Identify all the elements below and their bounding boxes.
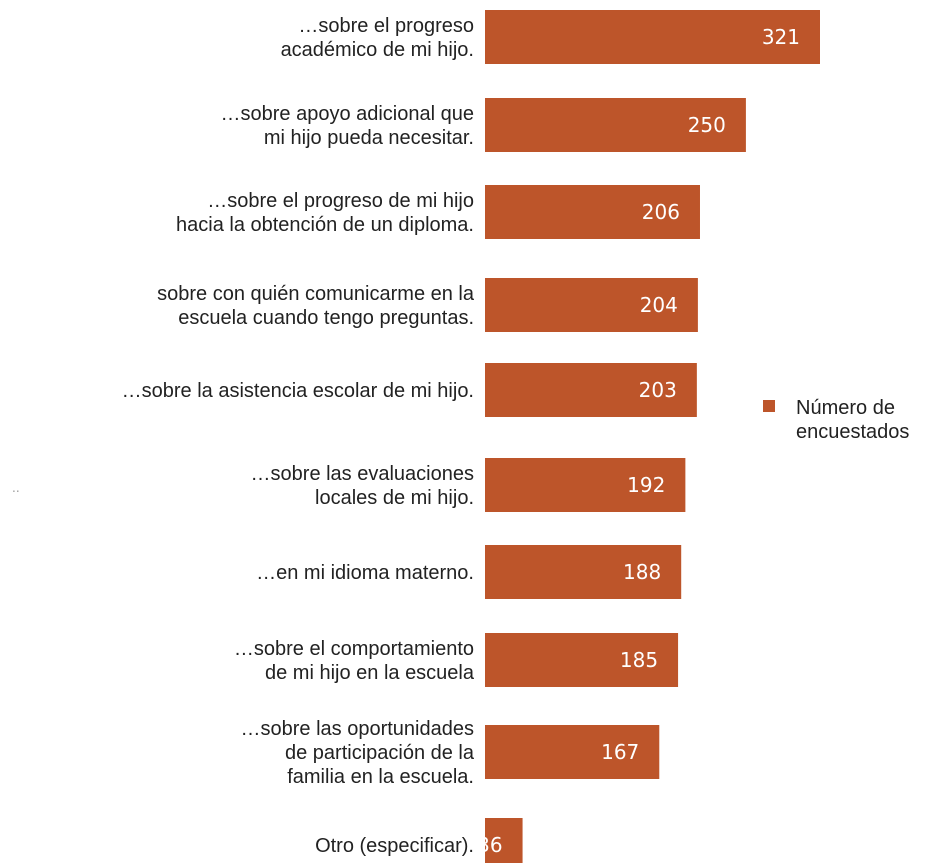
category-label: de mi hijo en la escuela (265, 662, 475, 684)
bar (485, 633, 679, 687)
data-label: 321 (762, 25, 800, 49)
category-label: de participación de la (285, 742, 475, 764)
legend-label: encuestados (796, 421, 909, 443)
category-label: mi hijo pueda necesitar. (264, 127, 474, 149)
data-label: 188 (623, 560, 661, 584)
category-label: …sobre apoyo adicional que (220, 103, 474, 125)
category-label: académico de mi hijo. (281, 39, 474, 61)
data-label: 192 (627, 473, 665, 497)
bar (485, 818, 523, 863)
category-label: …sobre la asistencia escolar de mi hijo. (122, 380, 474, 402)
category-label: …sobre el progreso (298, 15, 474, 37)
bar (485, 458, 686, 512)
category-label: …sobre las evaluaciones (251, 463, 474, 485)
bar (485, 185, 700, 239)
category-label: …sobre las oportunidades (241, 718, 474, 740)
category-label: sobre con quién comunicarme en la (157, 283, 475, 305)
category-label: escuela cuando tengo preguntas. (178, 307, 474, 329)
bar (485, 278, 698, 332)
bar (485, 10, 820, 64)
legend-label: Número de (796, 397, 895, 419)
data-label: 36 (477, 833, 502, 857)
category-label: …en mi idioma materno. (256, 562, 474, 584)
category-label: …sobre el comportamiento (234, 638, 474, 660)
data-label: 250 (688, 113, 726, 137)
data-label: 185 (620, 648, 658, 672)
bar (485, 725, 660, 779)
category-label: Otro (especificar). (315, 835, 474, 857)
category-label: familia en la escuela. (287, 766, 474, 788)
data-label: 167 (601, 740, 639, 764)
category-label: …sobre el progreso de mi hijo (207, 190, 474, 212)
bar (485, 545, 682, 599)
data-label: 204 (640, 293, 678, 317)
bar (485, 363, 697, 417)
category-label: locales de mi hijo. (315, 487, 474, 509)
bar (485, 98, 746, 152)
legend-swatch (763, 400, 775, 412)
data-label: 203 (639, 378, 677, 402)
data-label: 206 (642, 200, 680, 224)
category-label: hacia la obtención de un diploma. (176, 214, 474, 236)
stray-mark: .. (12, 481, 20, 495)
